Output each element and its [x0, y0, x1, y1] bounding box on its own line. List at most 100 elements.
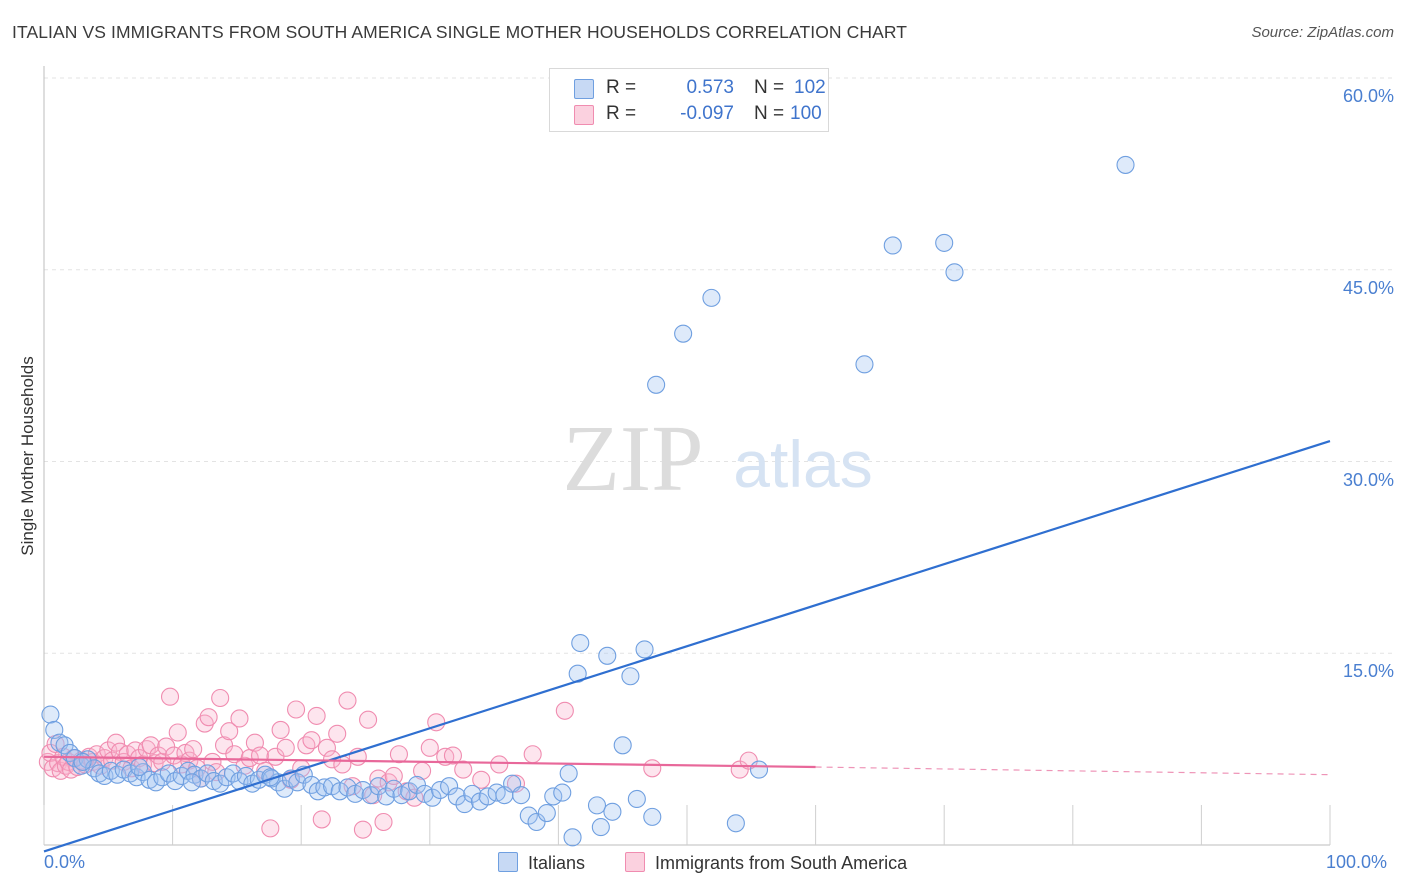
chart-title: ITALIAN VS IMMIGRANTS FROM SOUTH AMERICA… [12, 22, 908, 42]
data-point-immigrants [184, 740, 203, 759]
y-tick-label: 45.0% [1342, 277, 1394, 298]
y-tick-label: 15.0% [1342, 661, 1394, 682]
data-point-immigrants [359, 710, 378, 729]
stats-n-label: N = [754, 103, 785, 124]
data-point-immigrants [317, 738, 336, 757]
legend-swatch-italians [498, 852, 518, 872]
data-point-immigrants [106, 733, 126, 752]
trend-line-italians [43, 439, 1331, 853]
data-point-italians [621, 667, 640, 686]
data-point-italians [935, 233, 954, 252]
stats-n-value: 102 [794, 77, 826, 98]
data-point-immigrants [389, 745, 408, 764]
data-point-immigrants [271, 720, 290, 740]
data-point-immigrants [261, 819, 280, 838]
data-point-immigrants [739, 751, 758, 770]
stats-n-value: 100 [790, 103, 822, 124]
data-point-immigrants [287, 700, 306, 719]
data-point-italians [726, 814, 745, 833]
data-point-italians [527, 812, 546, 832]
trend-line-immigrants-extension [815, 766, 1331, 776]
data-point-immigrants [302, 731, 321, 750]
stats-swatch-immigrants [574, 105, 594, 125]
data-point-immigrants [443, 746, 462, 765]
trend-lines [43, 439, 1331, 853]
data-point-italians [90, 764, 109, 783]
stats-r-value: -0.097 [680, 103, 734, 124]
data-point-italians [883, 236, 902, 255]
data-point-immigrants [160, 687, 180, 706]
data-point-italians [431, 780, 450, 800]
data-point-immigrants [523, 745, 542, 764]
data-point-italians [598, 646, 617, 665]
data-point-immigrants [454, 760, 473, 779]
watermark: ZIP atlas [563, 407, 873, 511]
data-point-italians [423, 788, 442, 807]
stats-r-value: 0.573 [686, 77, 734, 98]
data-point-italians [377, 787, 396, 806]
data-point-immigrants [199, 708, 218, 727]
data-point-italians [315, 778, 334, 797]
data-point-immigrants [328, 724, 347, 743]
data-point-immigrants [643, 759, 662, 778]
legend-label-immigrants: Immigrants from South America [655, 853, 908, 873]
data-point-italians [447, 787, 466, 806]
data-point-immigrants [384, 766, 403, 786]
data-point-italians [288, 773, 307, 792]
x-tick-label-min: 0.0% [44, 852, 86, 872]
data-point-immigrants [276, 738, 295, 757]
data-point-italians [702, 288, 721, 307]
legend-item-italians: Italians [498, 852, 585, 874]
data-point-immigrants [307, 706, 326, 725]
data-point-italians [559, 764, 578, 783]
data-point-italians [78, 750, 97, 769]
data-point-immigrants [369, 769, 388, 788]
data-point-italians [749, 760, 769, 779]
data-point-italians [643, 807, 662, 826]
data-point-italians [587, 796, 607, 815]
data-point-italians [591, 818, 610, 837]
data-point-immigrants [250, 746, 270, 765]
data-point-italians [211, 774, 230, 793]
data-point-italians [613, 736, 632, 755]
data-point-italians [553, 783, 572, 802]
legend-item-immigrants: Immigrants from South America [625, 852, 907, 874]
data-point-italians [73, 752, 92, 771]
data-point-immigrants [220, 722, 239, 741]
data-point-immigrants [168, 723, 187, 742]
stats-swatch-italians [574, 79, 594, 99]
stats-r-label: R = [606, 103, 637, 124]
data-point-italians [627, 789, 646, 809]
data-point-italians [603, 802, 622, 821]
data-point-immigrants [555, 701, 574, 720]
data-point-italians [544, 787, 563, 806]
data-point-immigrants [490, 755, 509, 774]
data-point-italians [41, 705, 60, 724]
data-point-italians [945, 263, 964, 282]
data-point-italians [537, 803, 556, 823]
data-point-italians [1116, 155, 1135, 174]
data-point-immigrants [472, 770, 491, 789]
axes [43, 66, 1331, 846]
data-point-immigrants [230, 709, 249, 728]
data-point-italians [855, 355, 874, 374]
data-point-immigrants [99, 741, 118, 760]
data-point-italians [455, 795, 474, 814]
stats-box: R = 0.573 N = 102 R = -0.097 N = 100 [549, 68, 829, 132]
data-point-italians [647, 375, 666, 394]
watermark-zip: ZIP [563, 407, 704, 511]
series-italians [41, 155, 1135, 847]
legend-swatch-immigrants [625, 852, 645, 872]
data-point-italians [571, 633, 590, 653]
data-point-italians [635, 640, 654, 659]
data-point-immigrants [203, 752, 222, 771]
stats-n-label: N = [754, 77, 785, 98]
data-point-immigrants [506, 774, 526, 793]
data-point-immigrants [214, 736, 234, 755]
data-point-immigrants [420, 738, 439, 757]
data-point-immigrants [141, 736, 160, 755]
watermark-atlas: atlas [733, 427, 872, 501]
data-point-italians [674, 324, 693, 343]
data-point-italians [440, 777, 459, 796]
